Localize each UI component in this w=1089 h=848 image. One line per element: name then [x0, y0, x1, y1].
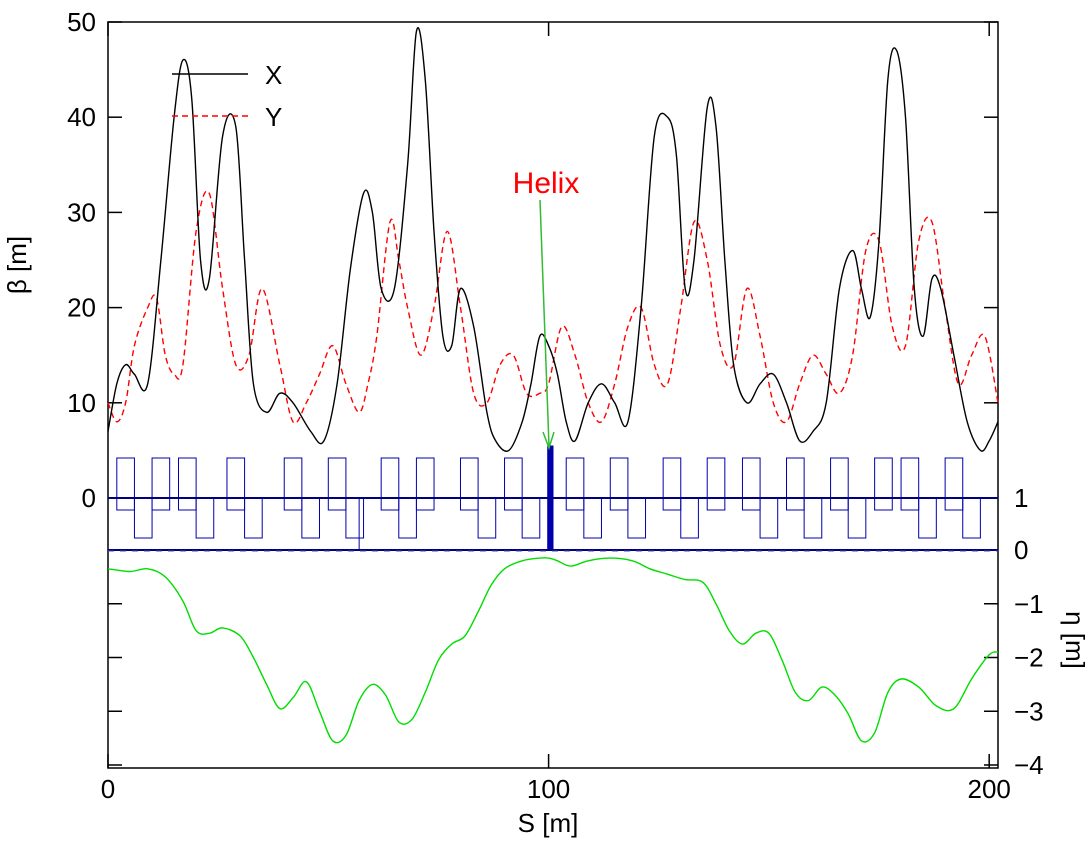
x-axis: 0 100 200 [101, 22, 1011, 804]
lattice-magnet-block [627, 497, 647, 539]
lattice-magnet-block [803, 497, 823, 539]
lattice-magnet-block [477, 497, 497, 539]
lattice-magnet-block [609, 457, 629, 511]
lattice-magnet-block [504, 457, 523, 511]
lattice-magnet-block [301, 497, 320, 539]
x-tick-label: 100 [527, 774, 570, 804]
left-tick-label: 30 [67, 197, 96, 227]
lattice-magnet-block [847, 497, 867, 539]
lattice-magnet-block [583, 497, 602, 539]
lattice-magnet-block [459, 457, 479, 511]
lattice-magnet-block [116, 457, 135, 511]
right-tick-label: −2 [1014, 643, 1044, 673]
left-tick-label: 50 [67, 7, 96, 37]
lattice-magnet-block [662, 457, 682, 511]
y-axis-title-right: η [m] [1060, 611, 1089, 669]
legend-x-label: X [265, 60, 282, 90]
right-tick-label: −4 [1014, 750, 1044, 780]
lattice-magnet-block [177, 457, 197, 511]
lattice-magnet-block [380, 457, 400, 511]
series-x-line [107, 27, 999, 452]
helix-annotation: Helix [513, 167, 580, 200]
lattice-magnet-block [415, 457, 435, 511]
left-tick-label: 20 [67, 293, 96, 323]
lattice-magnet-block [195, 497, 215, 539]
helix-arrow-head [542, 431, 555, 451]
right-tick-label: −3 [1014, 696, 1044, 726]
left-axis: 0 10 20 30 40 50 [67, 7, 998, 513]
lattice-magnet-block [830, 457, 849, 511]
lattice-magnet-block [741, 457, 761, 511]
lattice-magnet-block [244, 497, 263, 539]
left-tick-label: 10 [67, 388, 96, 418]
legend-y-label: Y [265, 102, 282, 132]
legend: X Y [172, 60, 282, 132]
lattice-magnet-block [786, 457, 805, 511]
lattice-magnet-block [521, 497, 541, 539]
right-tick-label: 0 [1014, 535, 1028, 565]
x-axis-title: S [m] [518, 808, 579, 838]
lattice-magnet-block [133, 497, 153, 539]
lattice-magnet-block [874, 457, 893, 511]
left-tick-label: 0 [82, 483, 96, 513]
left-tick-label: 40 [67, 102, 96, 132]
y-axis-title-left: β [m] [2, 236, 32, 294]
right-axis: 1 0 −1 −2 −3 −4 [108, 483, 1044, 780]
lattice-magnet-block [900, 457, 920, 511]
lattice-magnet-block [345, 497, 365, 539]
right-tick-label: −1 [1014, 589, 1044, 619]
lattice-magnet-block [283, 457, 303, 511]
plot-frame [107, 21, 999, 769]
lattice-magnet-block [759, 497, 779, 539]
x-tick-label: 200 [967, 774, 1010, 804]
lattice-magnet-block [962, 497, 981, 539]
lattice-magnet-block [226, 457, 246, 511]
right-tick-label: 1 [1014, 483, 1028, 513]
lattice-magnet-block [944, 457, 964, 511]
lattice-magnet-block [706, 457, 726, 511]
lattice-magnet-block [918, 497, 937, 539]
lattice-magnet-block [680, 497, 699, 539]
x-tick-label: 0 [101, 774, 115, 804]
series-eta-line [107, 557, 999, 744]
lattice-magnet-block [565, 457, 585, 511]
helix-annotation-arrow [539, 199, 550, 447]
series-y-line [107, 190, 999, 424]
lattice-magnet-block [151, 457, 171, 511]
lattice-magnet-block [327, 457, 347, 511]
lattice-magnet-block [398, 497, 417, 539]
